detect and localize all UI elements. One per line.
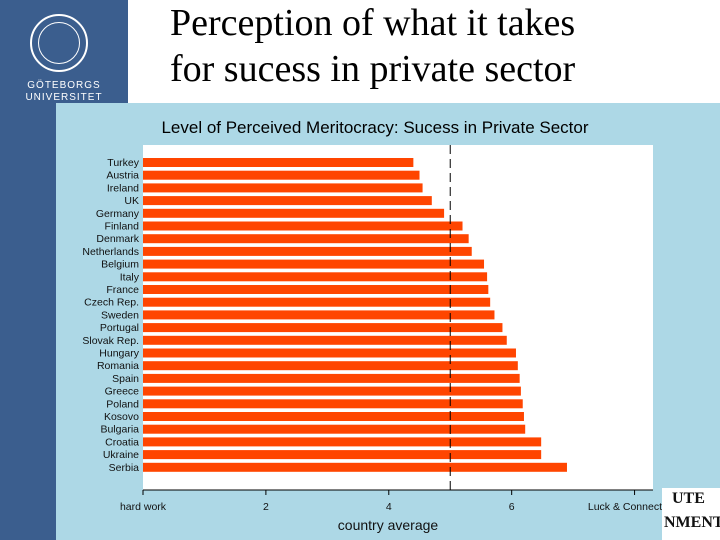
slide-title-line1: Perception of what it takes [170, 2, 576, 44]
bar-sweden [143, 310, 495, 320]
bar-finland [143, 221, 463, 231]
category-label: Italy [120, 271, 140, 283]
slide-title-line2: for sucess in private sector [170, 48, 576, 90]
bar-netherlands [143, 246, 472, 256]
bar-czech-rep [143, 297, 491, 307]
bar-turkey [143, 158, 414, 167]
category-label: Turkey [107, 157, 139, 169]
category-label: Bulgaria [100, 424, 139, 436]
bar-italy [143, 272, 488, 282]
x-tick-label: 2 [263, 501, 269, 513]
bar-ukraine [143, 450, 542, 460]
bar-poland [143, 399, 523, 409]
bar-ireland [143, 183, 423, 193]
category-label: Czech Rep. [84, 297, 139, 309]
category-label: Romania [97, 360, 139, 372]
category-label: Serbia [109, 462, 140, 474]
bar-belgium [143, 259, 485, 269]
bar-france [143, 285, 489, 294]
partial-logo-line2: NMENT [664, 514, 720, 531]
category-label: Kosovo [104, 411, 139, 423]
category-label: Portugal [100, 322, 139, 334]
bar-portugal [143, 323, 503, 333]
university-name-line1: GÖTEBORGS [27, 80, 101, 91]
x-tick-label: hard work [120, 501, 167, 513]
x-tick-label: Luck & Connections [588, 501, 681, 513]
bar-croatia [143, 437, 542, 447]
category-label: Netherlands [82, 246, 139, 258]
category-label: Germany [96, 208, 140, 220]
category-label: Poland [106, 398, 139, 410]
bar-greece [143, 386, 521, 396]
bar-hungary [143, 348, 516, 358]
bar-austria [143, 170, 420, 180]
category-label: Slovak Rep. [82, 335, 139, 347]
bar-spain [143, 373, 520, 383]
category-label: Austria [106, 170, 139, 182]
bar-bulgaria [143, 424, 526, 434]
partial-logo-fragment: UTE NMENT [662, 488, 720, 540]
bars-group [143, 158, 567, 472]
partial-logo-line1: UTE [672, 490, 705, 507]
category-label: Spain [112, 373, 139, 385]
category-label: Greece [105, 386, 140, 398]
bar-romania [143, 361, 518, 371]
category-label: Croatia [105, 436, 139, 448]
bar-uk [143, 196, 432, 206]
bar-slovak-rep [143, 335, 507, 345]
category-label: Denmark [96, 233, 139, 245]
category-label: Sweden [101, 309, 139, 321]
category-label: Hungary [99, 348, 139, 360]
slide-title: Perception of what it takes for sucess i… [170, 0, 715, 92]
bar-germany [143, 208, 445, 218]
category-label: UK [124, 195, 139, 207]
university-seal-icon [30, 14, 88, 72]
chart-title: Level of Perceived Meritocracy: Sucess i… [161, 118, 588, 137]
x-axis-title: country average [338, 517, 439, 533]
x-axis-ticks: hard work 2 4 6 Luck & Connections [120, 490, 681, 513]
category-label: Ukraine [103, 449, 139, 461]
bar-serbia [143, 462, 567, 472]
x-tick-label: 6 [509, 501, 515, 513]
category-label: Ireland [107, 182, 139, 194]
university-name: GÖTEBORGS UNIVERSITET [0, 80, 128, 104]
bar-denmark [143, 234, 469, 244]
category-label: Finland [105, 221, 140, 233]
x-tick-label: 4 [386, 501, 392, 513]
category-labels: TurkeyAustriaIrelandUKGermanyFinlandDenm… [82, 157, 139, 474]
bar-kosovo [143, 412, 524, 421]
category-label: France [106, 284, 139, 296]
category-label: Belgium [101, 259, 139, 271]
university-name-line2: UNIVERSITET [25, 92, 103, 103]
